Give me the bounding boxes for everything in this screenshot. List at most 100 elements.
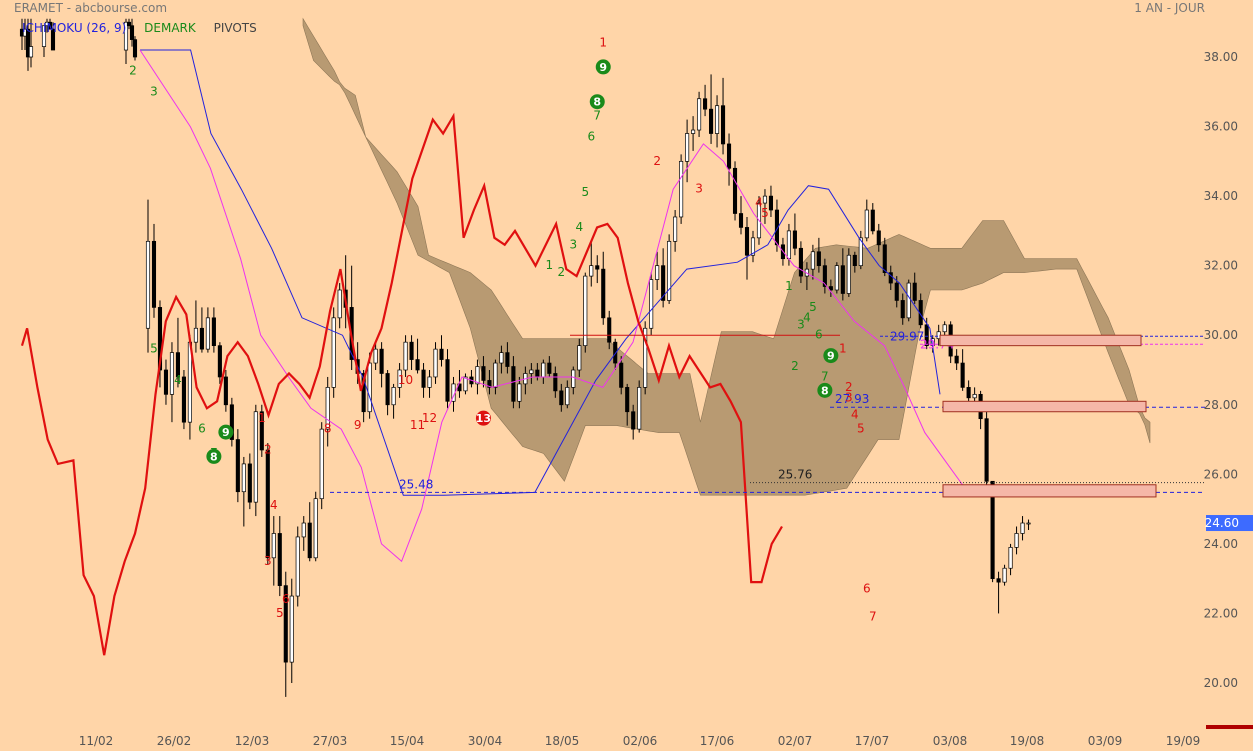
x-tick-label: 19/09 (1166, 734, 1201, 748)
candle-body (265, 449, 270, 559)
demark-count: 4 (803, 310, 811, 324)
candle-body (888, 272, 893, 284)
y-tick-label: 30.00 (1204, 328, 1238, 342)
level-label: 25.76 (778, 468, 812, 482)
demark-count: 1 (839, 342, 847, 356)
demark-count: 6 (587, 129, 595, 143)
candle-body (403, 341, 408, 371)
candle-body (613, 341, 618, 364)
demark-count: 10 (398, 373, 413, 387)
x-tick-label: 03/08 (933, 734, 968, 748)
candle-body (810, 251, 815, 270)
candle-body (840, 265, 845, 294)
last-price-badge (1206, 515, 1253, 532)
candle-body (834, 265, 839, 291)
candle-body (816, 251, 821, 267)
candle-body (942, 324, 947, 333)
candle-body (385, 373, 390, 406)
demark-circle (218, 424, 234, 440)
candle-body (505, 352, 510, 367)
candle-body (283, 585, 288, 663)
candle-body (703, 98, 708, 110)
candle-body (25, 28, 31, 58)
candle-body (691, 129, 696, 134)
legend-pivots[interactable]: PIVOTS (213, 21, 257, 35)
tenkan-line (139, 49, 966, 563)
candle-body (493, 362, 498, 388)
candle-body (1008, 547, 1013, 569)
candle-body (828, 286, 833, 291)
candle-body (744, 227, 750, 256)
candle-body (1020, 522, 1025, 534)
candle-body (858, 237, 863, 267)
demark-count: 8 (821, 384, 829, 397)
demark-count: 5 (809, 300, 817, 314)
candle-body (421, 369, 426, 388)
demark-count: 5 (150, 342, 158, 356)
candle-body (846, 254, 851, 294)
candle-body (577, 345, 582, 371)
demark-group: 2354678912435689101112131234567891234512… (129, 36, 876, 624)
candle-body (41, 25, 47, 47)
demark-circle (589, 94, 605, 110)
candle-body (900, 300, 905, 319)
candle-body (822, 265, 827, 287)
candle-body (126, 21, 132, 27)
x-tick-label: 17/06 (700, 734, 735, 748)
demark-count: 7 (821, 369, 829, 383)
candle-body (289, 595, 294, 663)
candle-body (361, 373, 366, 413)
candle-body (499, 352, 504, 364)
candle-body (792, 230, 797, 249)
candle-body (667, 240, 672, 301)
x-tick-label: 15/04 (390, 734, 425, 748)
candle-body (427, 376, 432, 388)
x-tick-label: 18/05 (545, 734, 580, 748)
candle-body (697, 98, 702, 131)
period-label: 1 AN - JOUR (1134, 1, 1205, 15)
candle-body (319, 428, 324, 500)
candle-body (277, 533, 282, 586)
candle-body (217, 345, 222, 378)
candle-body (132, 39, 138, 58)
candle-body (463, 376, 468, 392)
candle-body (709, 108, 714, 134)
candle-body (649, 279, 654, 329)
legend-demark[interactable]: DEMARK (144, 21, 196, 35)
candle-body (960, 362, 965, 388)
y-tick-label: 38.00 (1204, 50, 1238, 64)
y-tick-label: 36.00 (1204, 120, 1238, 134)
demark-circle (206, 448, 222, 464)
demark-count: 3 (569, 237, 577, 251)
candle-body (151, 240, 157, 308)
candle-body (175, 352, 181, 378)
candle-body (535, 369, 540, 378)
candle-body (307, 522, 312, 559)
demark-count: 3 (845, 390, 853, 404)
candle-body (1014, 533, 1019, 548)
candle-body (541, 362, 546, 378)
y-tick-label: 20.00 (1204, 676, 1238, 690)
candle-body (738, 213, 744, 228)
x-tick-label: 27/03 (313, 734, 348, 748)
demark-count: 2 (791, 359, 799, 373)
demark-count: 1 (599, 36, 607, 50)
candle-body (181, 376, 186, 423)
candle-body (906, 282, 911, 319)
y-tick-label: 34.00 (1204, 189, 1238, 203)
candle-body (882, 244, 887, 273)
candle-body (271, 533, 276, 559)
candle-body (409, 341, 414, 360)
candle-body (643, 327, 648, 388)
demark-circle (595, 59, 611, 75)
candle-body (655, 265, 660, 280)
candle-body (661, 265, 666, 301)
demark-count: 8 (593, 96, 601, 109)
candle-body (223, 376, 228, 406)
y-tick-label: 24.00 (1204, 537, 1238, 551)
demark-count: 6 (815, 328, 823, 342)
legend-ichimoku[interactable]: ICHIMOKU (26, 9) (22, 21, 127, 35)
candle-body (631, 411, 636, 430)
